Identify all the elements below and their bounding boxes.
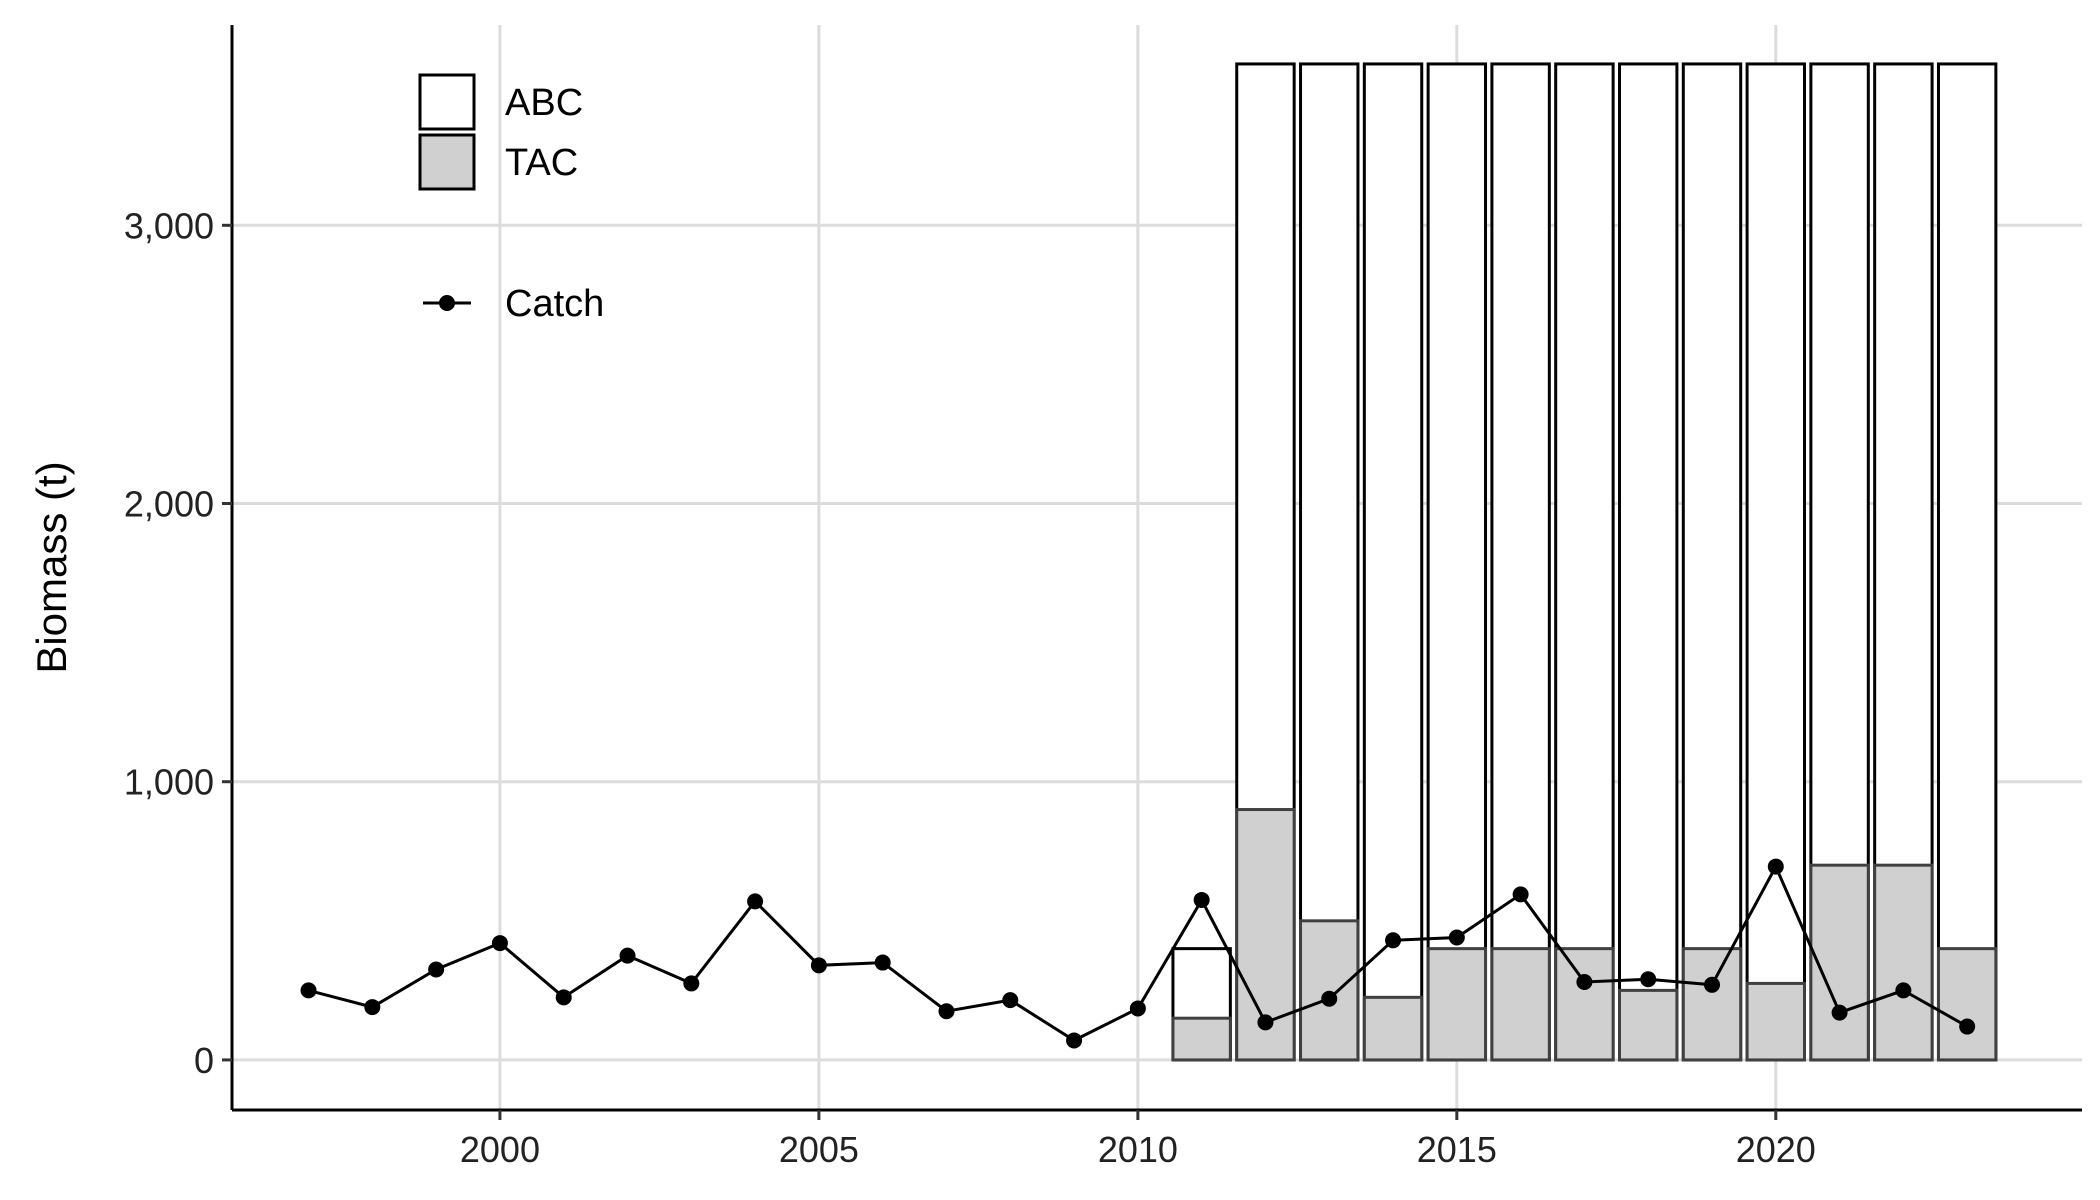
catch-legend-label: Catch [505, 283, 604, 325]
abc-bar [1426, 62, 1488, 1062]
x-tick-label: 2005 [779, 1129, 859, 1170]
abc-bar [1362, 62, 1424, 1062]
y-axis-title: Biomass (t) [28, 461, 75, 673]
tac-bar [1171, 1016, 1232, 1062]
axes: 2000 2005 2010 2015 2020 0 1,000 2,000 3,000 Biom… [28, 25, 2082, 1170]
catch-point [1129, 1000, 1146, 1017]
tac-legend-swatch [418, 133, 476, 191]
abc-legend-swatch [418, 73, 476, 131]
tac-bar [1554, 947, 1615, 1062]
x-tick-label: 2000 [460, 1129, 540, 1170]
abc-bar [1490, 62, 1551, 1062]
catch-point [747, 893, 764, 910]
catch-point [1640, 971, 1657, 988]
y-tick-label: 2,000 [124, 484, 214, 525]
catch-point [1576, 974, 1593, 991]
tac-bar [1745, 981, 1806, 1062]
tac-bar [1681, 947, 1743, 1062]
catch-point [1193, 891, 1210, 908]
catch-point [810, 957, 827, 974]
abc-bar [1554, 62, 1615, 1062]
x-tick-label: 2010 [1098, 1129, 1178, 1170]
tac-bar [1618, 988, 1679, 1062]
catch-point [938, 1003, 955, 1020]
tac-bar [1809, 863, 1870, 1062]
x-tick-label: 2015 [1417, 1129, 1497, 1170]
legend: ABC TAC Catch [418, 73, 604, 325]
catch-point [874, 954, 891, 971]
abc-bar [1936, 62, 1998, 1062]
catch-point [1704, 976, 1720, 993]
catch-point [619, 947, 636, 964]
tac-bar [1873, 863, 1934, 1062]
abc-bar [1299, 62, 1360, 1062]
x-tick-label: 2020 [1736, 1129, 1816, 1170]
tac-bar [1299, 919, 1360, 1062]
catch-point [1066, 1032, 1083, 1049]
abc-bar [1681, 62, 1743, 1062]
catch-point [1512, 886, 1529, 903]
catch-point [1767, 858, 1784, 875]
catch-point [1321, 990, 1338, 1007]
tac-bar [1936, 947, 1998, 1062]
tac-bar [1426, 947, 1488, 1062]
catch-point [428, 961, 445, 978]
catch-point [1448, 929, 1465, 946]
tac-bar [1362, 995, 1424, 1062]
abc-bar [1618, 62, 1679, 1062]
catch-point [683, 975, 700, 992]
catch-legend-point [439, 295, 455, 311]
catch-point [555, 989, 572, 1006]
catch-point [1959, 1018, 1976, 1035]
y-tick-label: 1,000 [124, 762, 214, 803]
y-tick-label: 0 [194, 1040, 214, 1081]
catch-point [1831, 1004, 1848, 1021]
abc-legend-label: ABC [505, 82, 583, 124]
catch-series [300, 858, 1976, 1049]
catch-point [300, 982, 317, 999]
tac-legend-label: TAC [505, 142, 578, 184]
y-tick-label: 3,000 [124, 205, 214, 246]
catch-point [1385, 932, 1402, 949]
tac-bar [1490, 947, 1551, 1062]
catch-point [1002, 992, 1019, 1009]
catch-point [364, 999, 381, 1016]
bar-layer [1171, 62, 1998, 1062]
catch-point [491, 935, 508, 952]
catch-point [1257, 1014, 1274, 1031]
catch-point [1895, 982, 1912, 999]
